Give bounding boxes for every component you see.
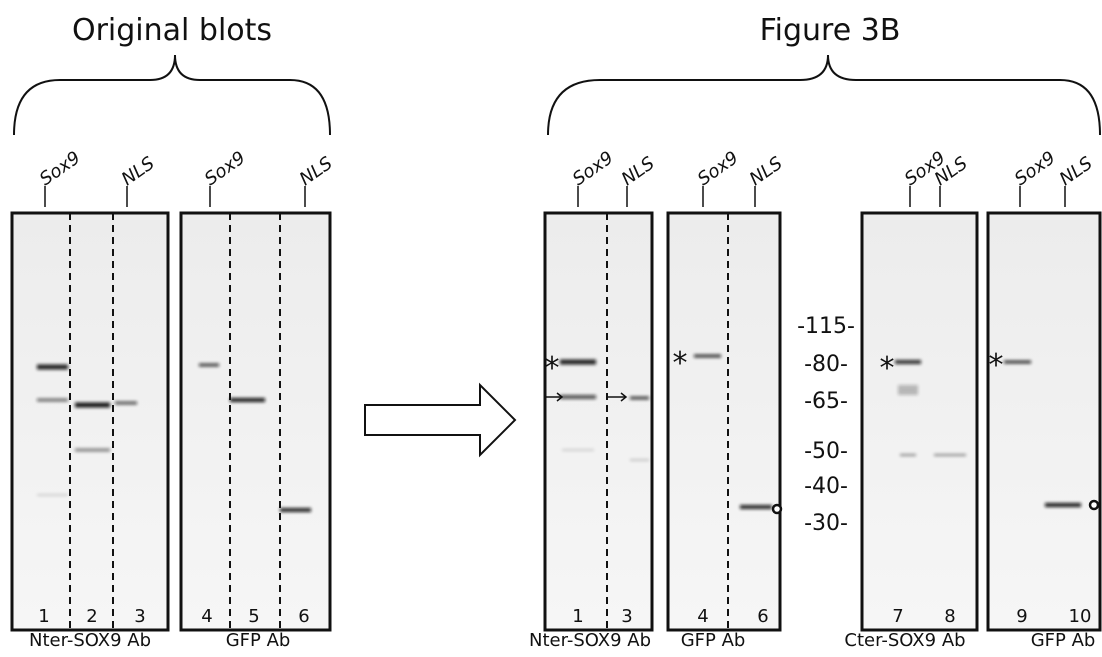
lane-label: Sox9 (36, 147, 85, 190)
big-arrow (365, 385, 515, 455)
lane-label: NLS (118, 153, 159, 190)
brace (14, 55, 330, 135)
band (560, 360, 596, 365)
panel-caption: GFP Ab (1031, 630, 1096, 651)
band (934, 454, 966, 456)
size-marker: -40- (804, 474, 848, 499)
lane-number: 8 (944, 606, 955, 627)
size-marker: -115- (797, 314, 855, 339)
lane-number: 10 (1069, 606, 1092, 627)
blot-background (862, 213, 977, 630)
lane-number: 1 (572, 606, 583, 627)
band (694, 355, 721, 358)
band (280, 508, 311, 512)
blot-background (988, 213, 1100, 630)
lane-number: 2 (86, 606, 97, 627)
band (37, 494, 68, 496)
lane-number: 1 (38, 606, 49, 627)
lane-number: 3 (621, 606, 632, 627)
section-title: Original blots (72, 13, 272, 48)
lane-label: Sox9 (201, 147, 250, 190)
brace (548, 55, 1100, 135)
blot-background (545, 213, 652, 630)
band (1004, 361, 1031, 364)
panel-caption: GFP Ab (681, 630, 746, 651)
size-marker: -30- (804, 511, 848, 536)
lane-number: 7 (892, 606, 903, 627)
circle-marker (1090, 501, 1098, 509)
asterisk: * (545, 351, 560, 386)
lane-label: NLS (618, 153, 659, 190)
lane-number: 4 (201, 606, 212, 627)
band (630, 459, 649, 461)
asterisk: * (989, 348, 1004, 383)
band (630, 397, 649, 400)
band (75, 403, 110, 408)
asterisk: * (673, 346, 688, 381)
size-marker: -80- (804, 352, 848, 377)
blot-background (12, 213, 168, 630)
lane-label: Sox9 (1011, 147, 1060, 190)
blot-background (181, 213, 330, 630)
size-marker: -50- (804, 439, 848, 464)
figure: Original blots123Sox9NLSNter-SOX9 Ab456S… (0, 0, 1102, 653)
band (1045, 503, 1081, 507)
band (895, 360, 921, 364)
asterisk: * (880, 351, 895, 386)
panel-caption: Nter-SOX9 Ab (29, 630, 151, 651)
band (230, 398, 265, 402)
lane-label: Sox9 (569, 147, 618, 190)
band (37, 399, 68, 402)
lane-label: NLS (296, 153, 337, 190)
size-marker: -65- (804, 389, 848, 414)
lane-number: 5 (248, 606, 259, 627)
panel-caption: Nter-SOX9 Ab (529, 630, 651, 651)
band (562, 449, 594, 451)
blot-background (668, 213, 780, 630)
lane-number: 6 (298, 606, 309, 627)
band (900, 454, 916, 456)
lane-number: 4 (697, 606, 708, 627)
circle-marker (773, 505, 781, 513)
band (37, 365, 68, 370)
band (199, 364, 219, 367)
lane-number: 9 (1016, 606, 1027, 627)
lane-number: 6 (757, 606, 768, 627)
lane-label: Sox9 (694, 147, 743, 190)
panel-caption: Cter-SOX9 Ab (844, 630, 965, 651)
lane-label: NLS (746, 153, 787, 190)
band (740, 505, 772, 509)
band (560, 395, 596, 399)
band (898, 385, 918, 395)
section-title: Figure 3B (760, 13, 901, 48)
band (115, 402, 137, 405)
band (75, 449, 110, 452)
lane-number: 3 (134, 606, 145, 627)
lane-label: NLS (1056, 153, 1097, 190)
panel-caption: GFP Ab (226, 630, 291, 651)
